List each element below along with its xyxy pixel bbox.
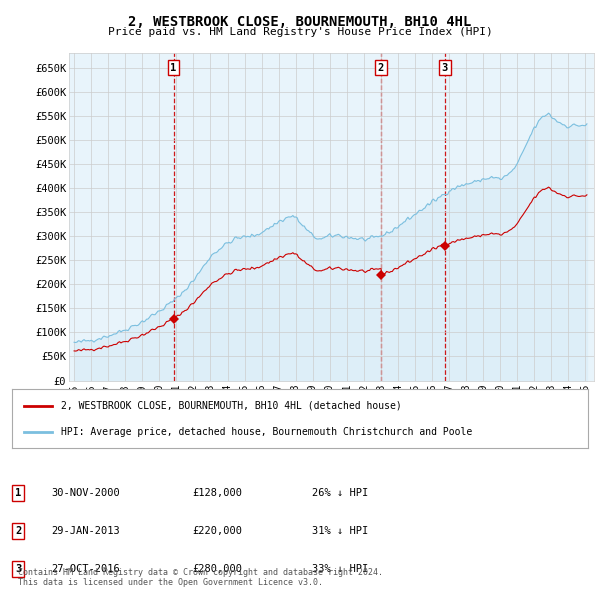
Text: 1: 1 xyxy=(170,63,176,73)
Text: Contains HM Land Registry data © Crown copyright and database right 2024.
This d: Contains HM Land Registry data © Crown c… xyxy=(18,568,383,587)
Text: £220,000: £220,000 xyxy=(192,526,242,536)
Text: 2: 2 xyxy=(378,63,384,73)
Text: 2: 2 xyxy=(15,526,21,536)
Text: 2, WESTBROOK CLOSE, BOURNEMOUTH, BH10 4HL: 2, WESTBROOK CLOSE, BOURNEMOUTH, BH10 4H… xyxy=(128,15,472,29)
Text: Price paid vs. HM Land Registry's House Price Index (HPI): Price paid vs. HM Land Registry's House … xyxy=(107,27,493,37)
Text: 30-NOV-2000: 30-NOV-2000 xyxy=(51,488,120,497)
Text: HPI: Average price, detached house, Bournemouth Christchurch and Poole: HPI: Average price, detached house, Bour… xyxy=(61,427,472,437)
Text: 33% ↓ HPI: 33% ↓ HPI xyxy=(312,565,368,574)
Text: 29-JAN-2013: 29-JAN-2013 xyxy=(51,526,120,536)
Text: 1: 1 xyxy=(15,488,21,497)
Text: 3: 3 xyxy=(442,63,448,73)
Text: 3: 3 xyxy=(15,565,21,574)
Text: 27-OCT-2016: 27-OCT-2016 xyxy=(51,565,120,574)
Text: 26% ↓ HPI: 26% ↓ HPI xyxy=(312,488,368,497)
Text: £128,000: £128,000 xyxy=(192,488,242,497)
Text: 31% ↓ HPI: 31% ↓ HPI xyxy=(312,526,368,536)
Text: £280,000: £280,000 xyxy=(192,565,242,574)
Text: 2, WESTBROOK CLOSE, BOURNEMOUTH, BH10 4HL (detached house): 2, WESTBROOK CLOSE, BOURNEMOUTH, BH10 4H… xyxy=(61,401,402,411)
